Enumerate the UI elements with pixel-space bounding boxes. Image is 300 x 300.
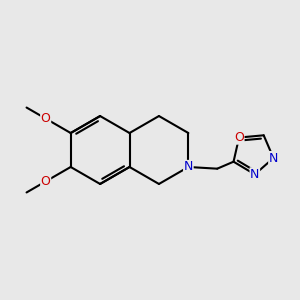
Text: N: N: [250, 168, 260, 181]
Text: N: N: [269, 152, 278, 165]
Text: O: O: [234, 131, 244, 144]
Text: O: O: [41, 112, 51, 125]
Text: O: O: [41, 175, 51, 188]
Text: N: N: [184, 160, 193, 173]
